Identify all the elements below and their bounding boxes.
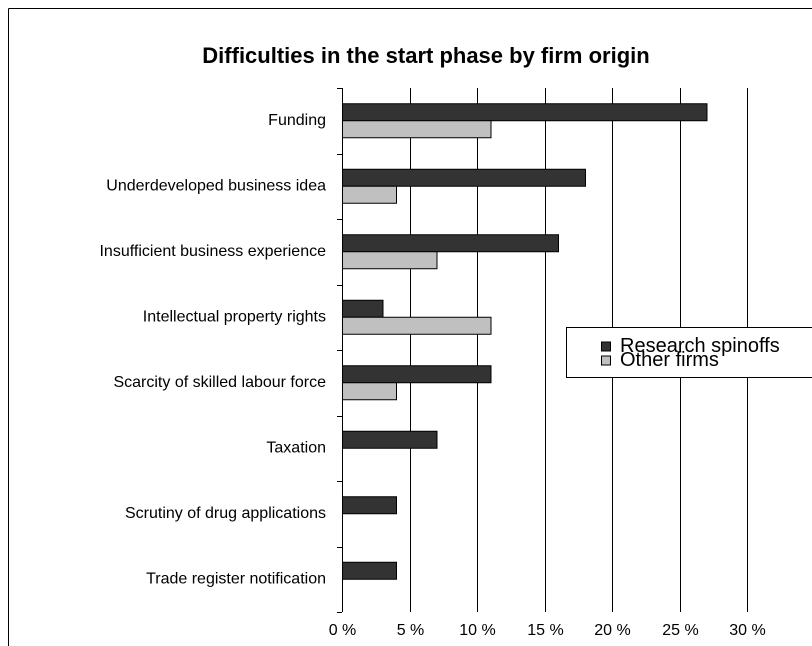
- x-tick-label: 10 %: [459, 622, 495, 639]
- bar: [342, 103, 708, 122]
- y-tick-label: Trade register notification: [146, 570, 326, 587]
- y-tick-label: Funding: [268, 112, 326, 129]
- y-tick-label: Underdeveloped business idea: [106, 177, 326, 194]
- y-tick-label: Scrutiny of drug applications: [125, 505, 326, 522]
- legend-border: [566, 327, 812, 378]
- bar: [342, 120, 492, 139]
- bar: [342, 185, 397, 204]
- bar: [342, 168, 586, 187]
- x-tick-label: 25 %: [662, 622, 698, 639]
- x-tick-label: 30 %: [729, 622, 765, 639]
- legend-label: Other firms: [620, 349, 719, 371]
- x-tick-label: 15 %: [527, 622, 563, 639]
- bar: [342, 299, 384, 318]
- y-tick-label: Intellectual property rights: [143, 308, 326, 325]
- legend-label: Research spinoffs: [620, 335, 780, 357]
- chart-title: Difficulties in the start phase by firm …: [202, 43, 649, 68]
- x-tick-label: 5 %: [397, 622, 425, 639]
- y-tick-label: Taxation: [266, 439, 326, 456]
- legend-box: [566, 327, 812, 378]
- bar: [342, 234, 559, 253]
- bar: [342, 430, 438, 449]
- bar: [342, 496, 397, 515]
- bar: [342, 382, 397, 401]
- legend-swatch: [601, 341, 611, 352]
- bar: [342, 316, 492, 335]
- x-tick-label: 0 %: [329, 622, 357, 639]
- legend-swatch: [601, 355, 611, 366]
- y-tick-label: Insufficient business experience: [99, 243, 326, 260]
- bar: [342, 561, 397, 580]
- x-tick-label: 20 %: [594, 622, 630, 639]
- y-tick-label: Scarcity of skilled labour force: [113, 374, 326, 391]
- bar: [342, 365, 492, 384]
- bar: [342, 251, 438, 270]
